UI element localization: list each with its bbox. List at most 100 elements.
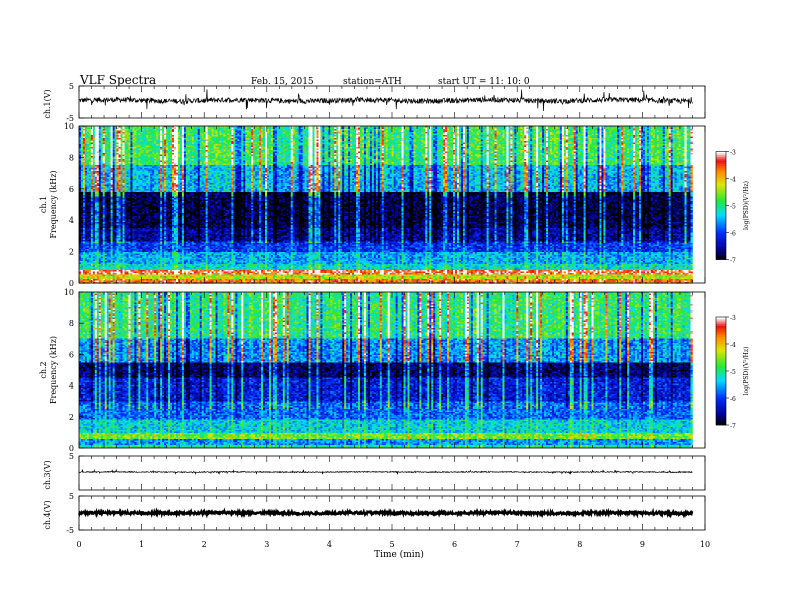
spectrogram-cell (196, 129, 198, 131)
spectrogram-cell (221, 134, 223, 136)
spectrogram-cell (659, 132, 661, 134)
spectrogram-cell (479, 131, 481, 133)
spectrogram-cell (146, 134, 148, 136)
spectrogram-cell (374, 129, 376, 131)
spectrogram-cell (194, 132, 196, 134)
spectrogram-cell (501, 132, 503, 134)
spectrogram-cell (301, 131, 303, 133)
spectrogram-cell (128, 132, 130, 134)
spectrogram-cell (491, 129, 493, 131)
spectrogram-cell (489, 129, 491, 131)
spectrogram-cell (140, 134, 142, 136)
spectrogram-cell (338, 129, 340, 131)
y-tick-label: 5 (69, 82, 74, 91)
spectrogram-cell (113, 128, 115, 130)
spectrogram-cell (229, 131, 231, 133)
spectrogram-cell (574, 128, 576, 130)
spectrogram-cell (313, 132, 315, 134)
spectrogram-cell (671, 131, 673, 133)
spectrogram-cell (417, 132, 419, 134)
spectrogram-cell (212, 131, 214, 133)
spectrogram-cell (362, 128, 364, 130)
spectrogram-cell (409, 128, 411, 130)
spectrogram-cell (313, 131, 315, 133)
spectrogram-cell (463, 131, 465, 133)
spectrogram-cell (475, 132, 477, 134)
spectrogram-cell (406, 129, 408, 131)
spectrogram-cell (653, 131, 655, 133)
spectrogram-cell (243, 128, 245, 130)
spectrogram-cell (528, 132, 530, 134)
spectrogram-cell (394, 131, 396, 133)
spectrogram-cell (121, 129, 123, 131)
spectrogram-cell (158, 129, 160, 131)
spectrogram-cell (334, 131, 336, 133)
spectrogram-cell (138, 134, 140, 136)
spectrogram-cell (166, 132, 168, 134)
spectrogram-cell (508, 132, 510, 134)
spectrogram-cell (311, 131, 313, 133)
spectrogram-cell (350, 131, 352, 133)
spectrogram-cell (182, 128, 184, 130)
spectrogram-cell (170, 128, 172, 130)
spectrogram-cell (463, 128, 465, 130)
spectrogram-cell (208, 128, 210, 130)
spectrogram-cell (354, 131, 356, 133)
spectrogram-cell (388, 129, 390, 131)
spectrogram-cell (223, 129, 225, 131)
spectrogram-cell (338, 128, 340, 130)
spectrogram-cell (277, 129, 279, 131)
spectrogram-cell (687, 129, 689, 131)
spectrogram-cell (202, 134, 204, 136)
spectrogram-cell (419, 128, 421, 130)
spectrogram-cell (685, 129, 687, 131)
spectrogram-cell (657, 132, 659, 134)
spectrogram-cell (594, 131, 596, 133)
spectrogram-cell (392, 134, 394, 136)
spectrogram-cell (160, 128, 162, 130)
spectrogram-cell (93, 128, 95, 130)
spectrogram-cell (596, 134, 598, 136)
spectrogram-cell (239, 128, 241, 130)
spectrogram-cell (326, 134, 328, 136)
spectrogram-cell (459, 131, 461, 133)
spectrogram-cell (303, 134, 305, 136)
spectrogram-cell (251, 128, 253, 130)
spectrogram-cell (184, 129, 186, 131)
spectrogram-cell (421, 131, 423, 133)
spectrogram-cell (451, 134, 453, 136)
spectrogram-cell (156, 131, 158, 133)
spectrogram-cell (259, 129, 261, 131)
spectrogram-cell (603, 134, 605, 136)
spectrogram-cell (421, 129, 423, 131)
spectrogram-cell (518, 129, 520, 131)
spectrogram-cell (166, 129, 168, 131)
spectrogram-cell (301, 129, 303, 131)
spectrogram-cell (263, 132, 265, 134)
spectrogram-cell (218, 128, 220, 130)
spectrogram-cell (334, 134, 336, 136)
spectrogram-cell (132, 129, 134, 131)
spectrogram-cell (497, 134, 499, 136)
spectrogram-cell (463, 132, 465, 134)
spectrogram-cell (580, 132, 582, 134)
spectrogram-cell (255, 134, 257, 136)
spectrogram-cell (352, 132, 354, 134)
spectrogram-cell (148, 131, 150, 133)
spectrogram-cell (340, 129, 342, 131)
spectrogram-cell (566, 134, 568, 136)
spectrogram-cell (99, 132, 101, 134)
spectrogram-cell (479, 134, 481, 136)
spectrogram-cell (220, 128, 222, 130)
spectrogram-cell (97, 134, 99, 136)
spectrogram-cell (174, 128, 176, 130)
spectrogram-cell (348, 132, 350, 134)
spectrogram-cell (107, 134, 109, 136)
spectrogram-cell (123, 134, 125, 136)
spectrogram-cell (671, 132, 673, 134)
spectrogram-cell (423, 128, 425, 130)
spectrogram-cell (216, 131, 218, 133)
spectrogram-cell (590, 134, 592, 136)
spectrogram-cell (281, 131, 283, 133)
spectrogram-cell (370, 131, 372, 133)
